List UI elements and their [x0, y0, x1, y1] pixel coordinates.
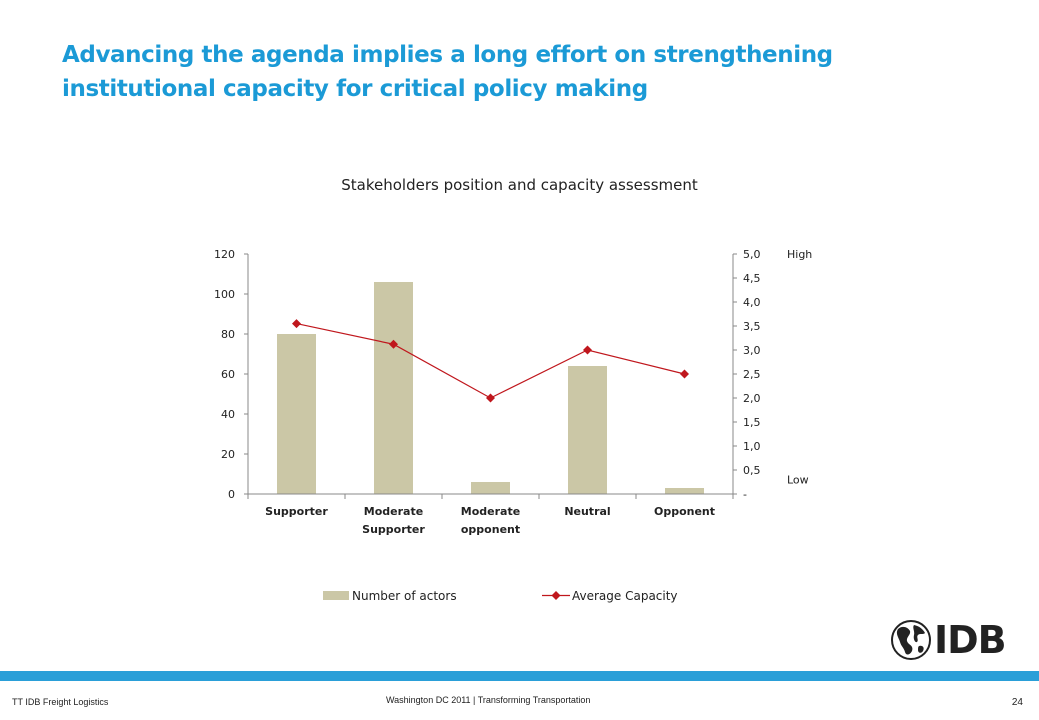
y-left-tick-label: 100 — [214, 288, 235, 301]
y-left-tick-label: 20 — [221, 448, 235, 461]
capacity-point — [292, 319, 301, 329]
capacity-point — [680, 369, 689, 379]
y-right-tick-label: 4,0 — [743, 296, 761, 309]
footer-center: Washington DC 2011 | Transforming Transp… — [386, 695, 591, 705]
capacity-line — [296, 323, 685, 399]
legend-swatch-bars — [323, 591, 349, 600]
logo-text: IDB — [934, 618, 1007, 662]
capacity-point — [486, 393, 495, 403]
y-left-tick-label: 40 — [221, 408, 235, 421]
y-right-tick-label: 3,0 — [743, 344, 761, 357]
y-right-tick-label: 0,5 — [743, 464, 761, 477]
y-left-tick-label: 80 — [221, 328, 235, 341]
y-left-tick-label: 60 — [221, 368, 235, 381]
y-right-tick-label: 5,0 — [743, 248, 761, 261]
idb-logo: IDB — [890, 618, 1007, 662]
y-right-tick-label: 4,5 — [743, 272, 761, 285]
chart-title: Stakeholders position and capacity asses… — [341, 176, 698, 194]
capacity-point — [389, 339, 398, 349]
x-tick-label: Supporter — [362, 523, 425, 536]
page-number: 24 — [1011, 697, 1023, 708]
y-right-tick-label: 2,0 — [743, 392, 761, 405]
high-label: High — [787, 248, 812, 261]
footer-bar — [0, 671, 1039, 681]
chart: 0 20 40 60 80 100 120 - 0,5 1,0 1,5 2,0 2,5 3,0 3,5 4,0… — [214, 248, 812, 603]
y-right-tick-label: - — [743, 488, 747, 501]
y-left-tick-label: 0 — [228, 488, 235, 501]
y-right-tick-label: 1,5 — [743, 416, 761, 429]
bar-0 — [277, 334, 316, 494]
x-tick-label: opponent — [461, 523, 520, 536]
x-tick-label: Opponent — [654, 505, 715, 518]
legend-swatch-marker — [551, 591, 561, 600]
y-left-tick-label: 120 — [214, 248, 235, 261]
y-right-tick-label: 3,5 — [743, 320, 761, 333]
x-tick-label: Neutral — [564, 505, 610, 518]
y-right-tick-label: 1,0 — [743, 440, 761, 453]
slide-title: Advancing the agenda implies a long effo… — [62, 42, 833, 102]
footer-left: TT IDB Freight Logistics — [12, 697, 109, 707]
low-label: Low — [787, 474, 809, 487]
legend-label-bars: Number of actors — [352, 589, 457, 603]
globe-icon — [891, 620, 931, 660]
y-right-tick-label: 2,5 — [743, 368, 761, 381]
capacity-point — [583, 345, 592, 355]
x-tick-label: Moderate — [461, 505, 520, 518]
bar-3 — [568, 366, 607, 494]
x-tick-label: Moderate — [364, 505, 423, 518]
bar-4 — [665, 488, 704, 494]
x-tick-label: Supporter — [265, 505, 328, 518]
bar-1 — [374, 282, 413, 494]
legend-label-line: Average Capacity — [572, 589, 678, 603]
bar-2 — [471, 482, 510, 494]
